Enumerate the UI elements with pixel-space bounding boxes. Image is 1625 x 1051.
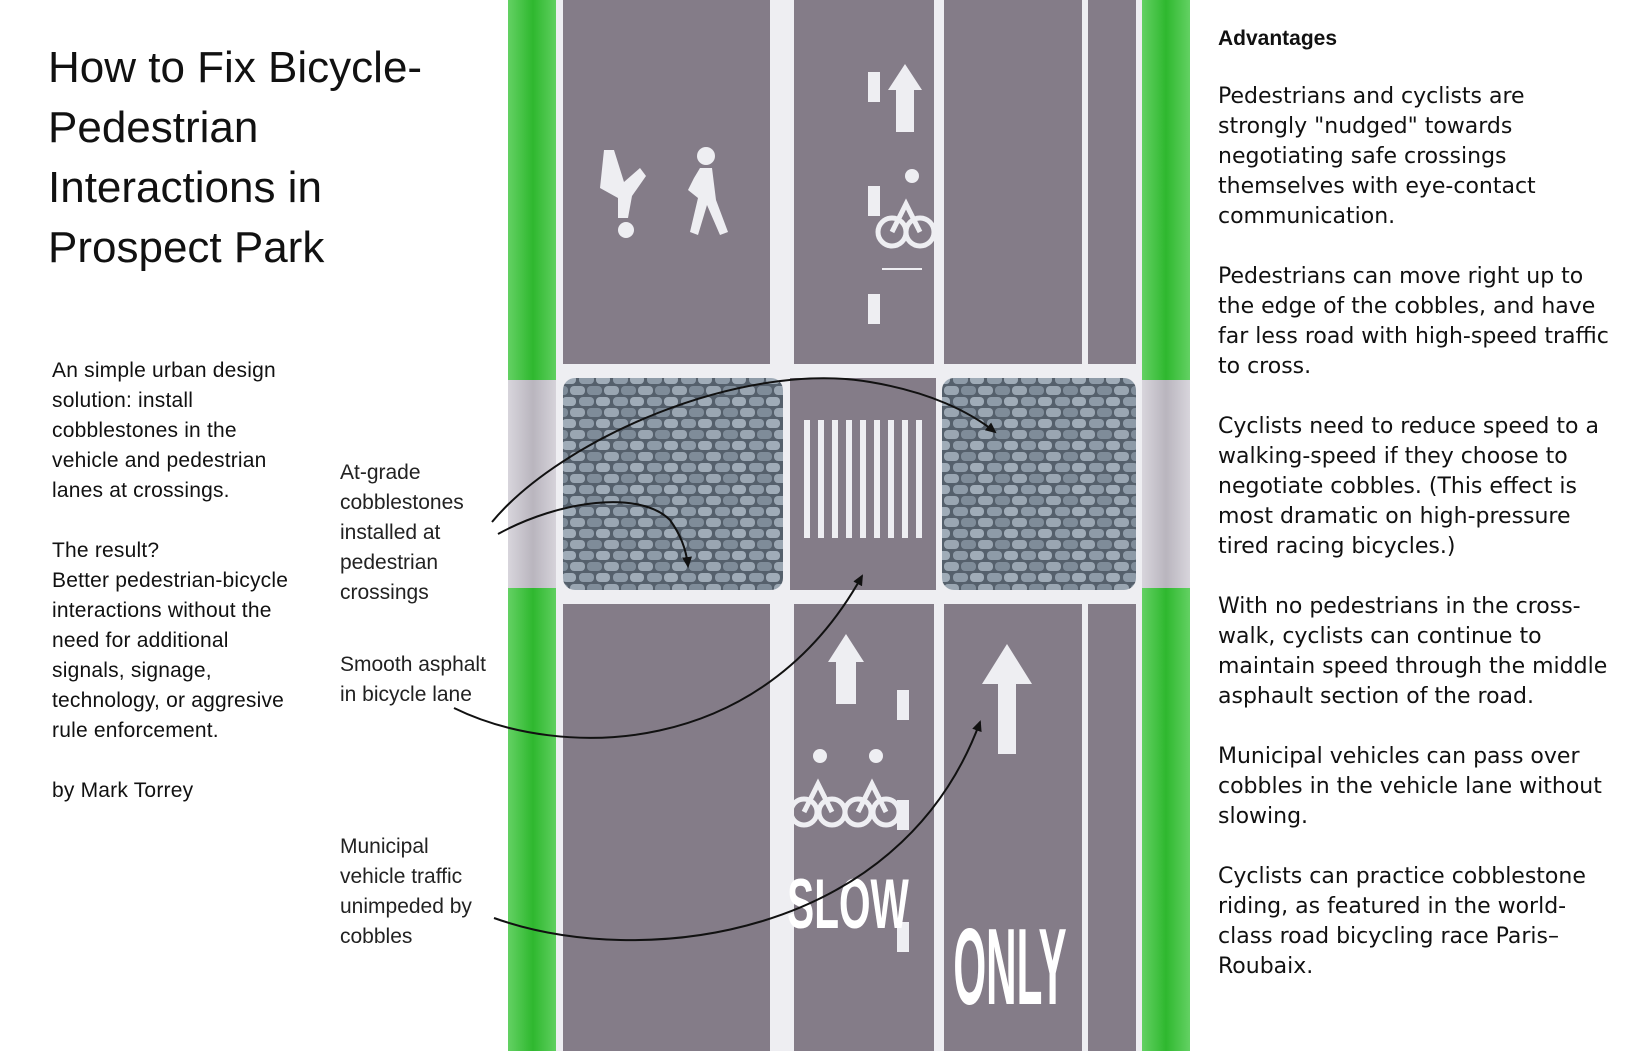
only-marking: ONLY xyxy=(953,906,1066,1027)
arrow-to-right-cobbles xyxy=(491,377,997,523)
advantage-item: Pedestrians and cyclists are strongly "n… xyxy=(1218,84,1536,229)
advantage-item: Municipal vehicles can pass over cobbles… xyxy=(1218,744,1602,829)
advantage-item: Pedestrians can move right up to the edg… xyxy=(1218,264,1609,379)
intro-result-question: The result? xyxy=(52,539,160,562)
arrow-up-bike-lower-icon xyxy=(828,634,864,704)
lane-ped-upper xyxy=(563,0,770,364)
lane-ped-lower xyxy=(563,604,770,1051)
pedestrian-upside-down-icon xyxy=(600,150,646,238)
bicycle-upper-icon xyxy=(875,198,937,249)
lane-edge-lower xyxy=(1088,604,1136,1051)
lane-bike-lower xyxy=(794,604,934,1051)
intro-result-text: Better pedestrian-bicycle interactions w… xyxy=(52,569,289,742)
arrow-up-bike-upper-icon xyxy=(888,64,922,132)
advantages-panel: Advantages Pedestrians and cyclists are … xyxy=(1218,24,1618,1012)
advantages-heading: Advantages xyxy=(1218,27,1338,50)
advantage-item: Cyclists can practice cobblestone riding… xyxy=(1218,864,1586,979)
advantage-item: Cyclists need to reduce speed to a walki… xyxy=(1218,414,1599,559)
byline: by Mark Torrey xyxy=(52,779,194,802)
page-title: How to Fix Bicycle-Pedestrian Interactio… xyxy=(48,43,423,272)
callout-vehicle: Municipal vehicle traffic unimpeded by c… xyxy=(340,835,472,948)
arrow-to-vehicle-lane xyxy=(493,720,982,942)
bicycles-lower-icon xyxy=(788,778,902,828)
callout-cobblestones: At-grade cobblestones installed at pedes… xyxy=(340,461,464,604)
lane-vehicle-upper xyxy=(944,0,1082,364)
arrow-to-asphalt xyxy=(453,574,863,739)
cyclist-head-lower-2 xyxy=(869,749,883,763)
intro-summary: An simple urban design solution: install… xyxy=(52,359,276,502)
callout-asphalt: Smooth asphalt in bicycle lane xyxy=(340,653,486,706)
intro-text: An simple urban design solution: install… xyxy=(52,356,302,836)
cyclist-head-upper xyxy=(905,169,919,183)
lane-edge-upper xyxy=(1088,0,1136,364)
cyclist-head-lower-1 xyxy=(813,749,827,763)
small-text-mark xyxy=(882,268,922,270)
cobblestones-left xyxy=(563,378,783,590)
crosswalk-stripes xyxy=(804,420,922,538)
arrow-up-vehicle-icon xyxy=(982,644,1032,754)
arrow-to-left-cobbles xyxy=(497,501,692,568)
cobblestones-right xyxy=(942,378,1136,590)
lane-dashes xyxy=(868,72,909,952)
advantage-item: With no pedestrians in the cross-walk, c… xyxy=(1218,594,1608,709)
pedestrian-walking-icon xyxy=(688,147,728,235)
intro-result: The result? Better pedestrian-bicycle in… xyxy=(52,536,302,746)
sidewalk-right xyxy=(1142,380,1190,588)
